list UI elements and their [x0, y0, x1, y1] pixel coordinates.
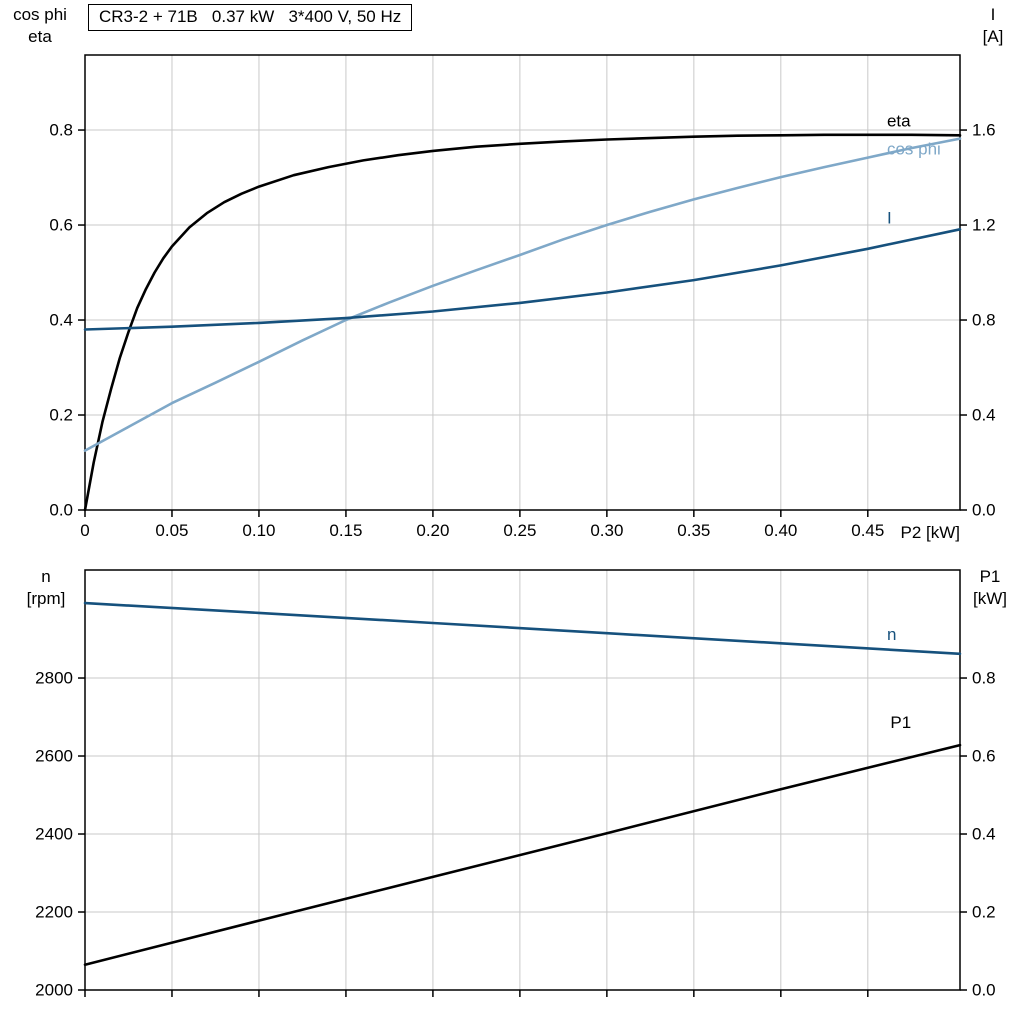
bottom-left-axis-label: n [rpm] — [14, 566, 78, 610]
series-label-eta: eta — [887, 112, 911, 131]
svg-text:0.2: 0.2 — [49, 406, 73, 425]
svg-text:0.40: 0.40 — [764, 521, 797, 540]
eta-axis-label: eta — [28, 27, 52, 46]
svg-text:2800: 2800 — [35, 669, 73, 688]
svg-text:1.6: 1.6 — [972, 121, 996, 140]
svg-text:0.8: 0.8 — [972, 669, 996, 688]
bottom-right-axis-label: P1 [kW] — [960, 566, 1020, 610]
svg-text:0.0: 0.0 — [49, 501, 73, 520]
svg-text:0.35: 0.35 — [677, 521, 710, 540]
svg-text:0.0: 0.0 — [972, 501, 996, 520]
svg-text:0.25: 0.25 — [503, 521, 536, 540]
speed-unit-label: [rpm] — [26, 589, 66, 608]
svg-text:0.4: 0.4 — [972, 406, 996, 425]
svg-text:0.2: 0.2 — [972, 903, 996, 922]
svg-text:2400: 2400 — [35, 825, 73, 844]
top-right-axis-label: I [A] — [966, 4, 1020, 48]
current-axis-label: I — [990, 5, 996, 24]
svg-text:0.8: 0.8 — [49, 121, 73, 140]
svg-text:0.05: 0.05 — [155, 521, 188, 540]
svg-text:0.6: 0.6 — [49, 216, 73, 235]
power-axis-label: P1 — [979, 567, 1001, 586]
svg-text:0.8: 0.8 — [972, 311, 996, 330]
svg-text:0.45: 0.45 — [851, 521, 884, 540]
current-unit-label: [A] — [982, 27, 1004, 46]
svg-text:1.2: 1.2 — [972, 216, 996, 235]
top-chart-svg: 0.0 0.2 0.4 0.6 0.8 0.0 0.4 0.8 1.2 1.6 0 0.05 0.10 0… — [49, 54, 996, 540]
series-label-I: I — [887, 208, 892, 227]
speed-axis-label: n — [41, 567, 51, 586]
svg-text:0.6: 0.6 — [972, 747, 996, 766]
bottom-chart-svg: 2000 2200 2400 2600 2800 0.0 0.2 0.4 0.6 0.8 n P1 — [35, 569, 996, 1000]
x-axis-label: P2 [kW] — [900, 523, 960, 542]
series-label-n: n — [887, 625, 896, 644]
svg-text:0.15: 0.15 — [329, 521, 362, 540]
svg-text:2600: 2600 — [35, 747, 73, 766]
cos-phi-axis-label: cos phi — [13, 5, 67, 24]
svg-text:0.20: 0.20 — [416, 521, 449, 540]
svg-text:0.30: 0.30 — [590, 521, 623, 540]
svg-text:0.0: 0.0 — [972, 981, 996, 1000]
svg-text:2000: 2000 — [35, 981, 73, 1000]
series-label-P1: P1 — [890, 713, 911, 732]
power-unit-label: [kW] — [973, 589, 1007, 608]
svg-text:0.10: 0.10 — [242, 521, 275, 540]
svg-text:0: 0 — [80, 521, 89, 540]
chart-title-box: CR3-2 + 71B 0.37 kW 3*400 V, 50 Hz — [88, 4, 413, 31]
series-label-cos-phi: cos phi — [887, 140, 941, 159]
svg-text:0.4: 0.4 — [972, 825, 996, 844]
top-left-axis-label: cos phi eta — [4, 4, 76, 48]
svg-text:0.4: 0.4 — [49, 311, 73, 330]
svg-text:2200: 2200 — [35, 903, 73, 922]
